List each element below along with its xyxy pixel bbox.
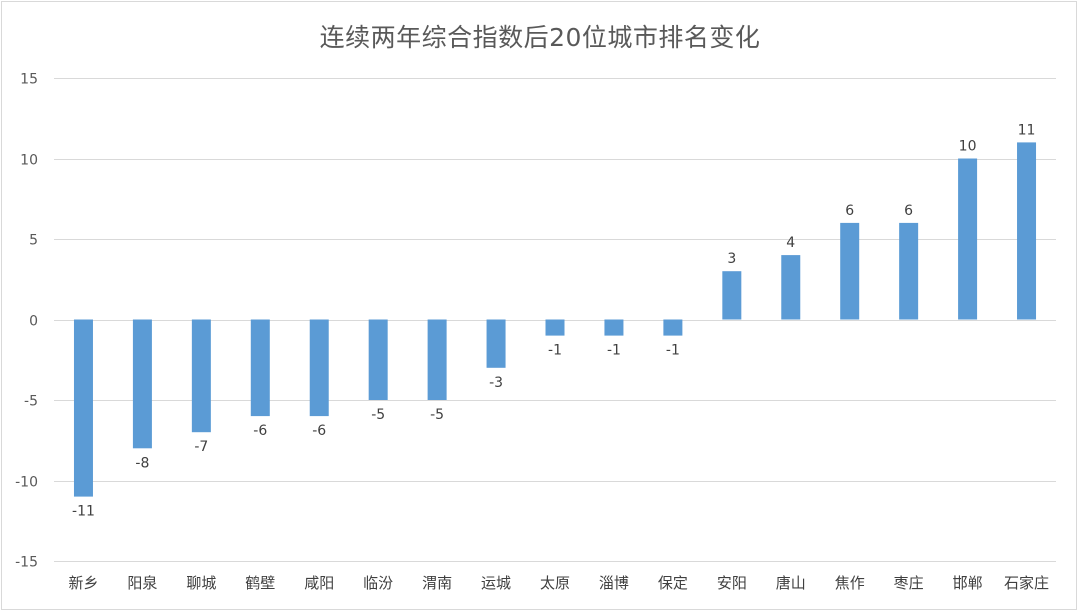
category-label: 太原 — [540, 574, 570, 592]
data-label: -1 — [607, 343, 621, 359]
category-label: 安阳 — [717, 574, 747, 592]
bars — [73, 142, 1037, 497]
y-tick-label: 5 — [29, 233, 38, 249]
chart-title: 连续两年综合指数后20位城市排名变化 — [319, 23, 761, 52]
category-label: 新乡 — [68, 574, 98, 592]
category-label: 运城 — [481, 574, 511, 592]
data-labels: -11 -8 -7 -6 -6 -5 -5 -3 -1 -1 -1 3 4 6 6 10 11 — [72, 122, 1035, 519]
bar-安阳 — [722, 271, 742, 320]
bar-淄博 — [604, 319, 624, 336]
category-label: 石家庄 — [1004, 574, 1049, 592]
category-label: 枣庄 — [894, 574, 924, 592]
data-label: -6 — [253, 423, 267, 439]
data-label: 3 — [727, 251, 736, 267]
data-label: -1 — [666, 343, 680, 359]
data-label: 10 — [959, 139, 977, 155]
data-label: 6 — [904, 203, 913, 219]
data-label: -8 — [135, 455, 149, 471]
category-label: 聊城 — [186, 574, 216, 592]
bar-枣庄 — [899, 222, 919, 320]
x-axis-category-labels: 新乡 阳泉 聊城 鹤壁 咸阳 临汾 渭南 运城 太原 淄博 保定 安阳 唐山 焦作 枣庄 邯郸 石家庄 — [68, 574, 1049, 592]
data-label: -11 — [72, 504, 95, 520]
y-tick-label: -15 — [15, 555, 38, 571]
y-tick-label: 10 — [20, 153, 38, 169]
bar-鹤壁 — [250, 319, 270, 417]
y-tick-label: 0 — [29, 314, 38, 330]
bar-阳泉 — [132, 319, 152, 449]
category-label: 唐山 — [776, 574, 806, 592]
bar-临汾 — [368, 319, 388, 400]
bar-焦作 — [840, 222, 860, 320]
category-label: 临汾 — [363, 574, 393, 592]
bar-聊城 — [191, 319, 211, 433]
data-label: 11 — [1018, 122, 1036, 138]
category-label: 邯郸 — [953, 574, 983, 592]
category-label: 阳泉 — [127, 574, 157, 592]
bar-邯郸 — [958, 158, 978, 320]
category-label: 保定 — [658, 574, 688, 592]
category-label: 鹤壁 — [245, 574, 275, 592]
bar-太原 — [545, 319, 565, 336]
bar-咸阳 — [309, 319, 329, 417]
data-label: 4 — [786, 235, 795, 251]
data-label: -7 — [194, 439, 208, 455]
data-label: -1 — [548, 343, 562, 359]
category-label: 焦作 — [835, 574, 865, 592]
bar-运城 — [486, 319, 506, 368]
data-label: -3 — [489, 375, 503, 391]
y-tick-label: -10 — [15, 475, 38, 491]
bar-渭南 — [427, 319, 447, 400]
bar-新乡 — [73, 319, 93, 497]
data-label: -5 — [430, 407, 444, 423]
y-tick-label: 15 — [20, 72, 38, 88]
data-label: -6 — [312, 423, 326, 439]
bar-石家庄 — [1017, 142, 1037, 320]
data-label: 6 — [845, 203, 854, 219]
y-tick-label: -5 — [24, 394, 38, 410]
category-label: 淄博 — [599, 574, 629, 592]
category-label: 渭南 — [422, 574, 452, 592]
gridlines — [54, 78, 1056, 562]
bar-唐山 — [781, 255, 801, 320]
y-axis-tick-labels: 15 10 5 0 -5 -10 -15 — [15, 72, 38, 571]
bar-保定 — [663, 319, 683, 336]
data-label: -5 — [371, 407, 385, 423]
category-label: 咸阳 — [304, 574, 334, 592]
